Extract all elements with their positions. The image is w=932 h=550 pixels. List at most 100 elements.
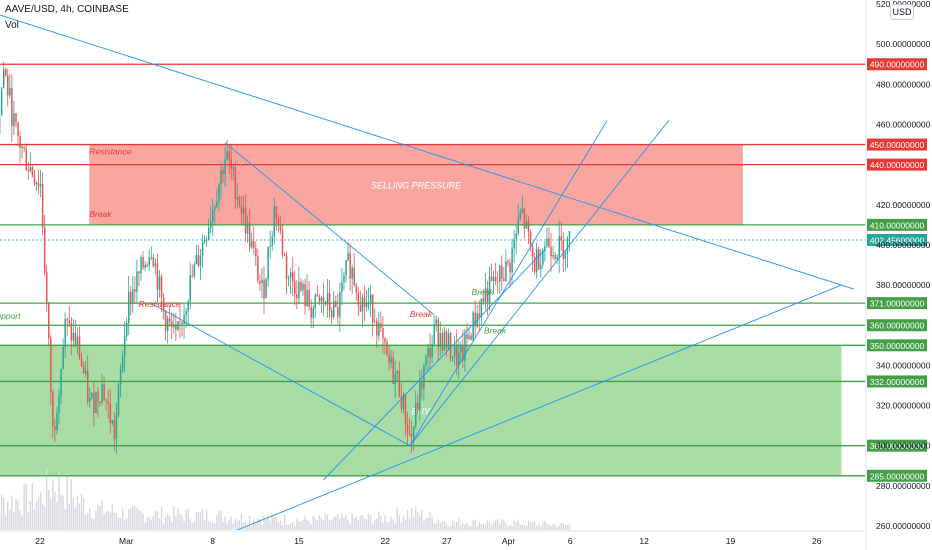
volume-bar	[216, 515, 218, 530]
candle-body	[60, 368, 62, 397]
volume-bar	[337, 514, 339, 530]
volume-bar	[68, 504, 70, 530]
candle-body	[505, 261, 507, 282]
y-tick-label: 420.00000000	[876, 200, 931, 210]
candle-body	[308, 289, 310, 307]
volume-indicator-label[interactable]: Vol	[5, 20, 19, 31]
volume-bar	[427, 518, 429, 530]
level-price-badge	[867, 58, 927, 71]
candle-body	[222, 169, 224, 175]
candle-body	[146, 264, 148, 266]
candle-body	[164, 311, 167, 331]
candle-body	[560, 236, 563, 241]
volume-bar	[492, 521, 495, 530]
volume-bar	[218, 510, 220, 530]
volume-bar	[365, 519, 368, 530]
candle-body	[212, 209, 214, 222]
candle-body	[205, 239, 208, 241]
candle-body	[371, 294, 374, 322]
volume-bar	[111, 504, 113, 530]
volume-bar	[164, 517, 167, 530]
y-tick-label: 380.00000000	[876, 280, 931, 290]
candle-body	[404, 394, 407, 425]
zone-label: BUY	[411, 407, 431, 417]
volume-bar	[277, 522, 280, 530]
volume-bar	[292, 522, 294, 530]
volume-bar	[499, 523, 501, 530]
candle-body	[99, 401, 101, 403]
candle-body	[488, 276, 491, 303]
volume-bar	[333, 517, 335, 530]
volume-bar	[509, 525, 511, 530]
candle-body	[41, 183, 44, 228]
volume-bar	[433, 523, 435, 530]
volume-bar	[41, 504, 44, 530]
candle-body	[453, 344, 456, 358]
volume-bar	[97, 504, 99, 530]
volume-bar	[456, 521, 458, 530]
candle-body	[244, 207, 247, 234]
candle-body	[474, 312, 476, 327]
candle-body	[484, 288, 487, 302]
time-axis[interactable]: 22 Mar 8 15 22 27 Apr 6 12 19 26	[0, 530, 866, 546]
volume-bar	[376, 518, 378, 530]
volume-bar	[361, 515, 364, 530]
candle-body	[9, 88, 11, 96]
volume-bar	[212, 522, 214, 530]
volume-bar	[228, 519, 230, 530]
candle-body	[468, 335, 470, 340]
price-axis[interactable]: 490.00000000 450.00000000 440.00000000 410.…	[865, 0, 931, 550]
candle-body	[158, 276, 161, 290]
volume-bar	[154, 511, 157, 530]
volume-bar	[95, 510, 97, 530]
volume-bar	[72, 497, 75, 530]
volume-bar	[415, 506, 417, 530]
candle-body	[412, 426, 415, 437]
level-price-label: 490.00000000	[870, 60, 925, 70]
candle-body	[218, 184, 220, 203]
currency-button[interactable]: USD	[890, 4, 914, 20]
candle-body	[179, 321, 181, 323]
candle-body	[507, 261, 509, 263]
volume-bar	[544, 521, 546, 530]
volume-bar	[230, 516, 232, 530]
candle-body	[175, 324, 177, 330]
candle-body	[552, 255, 554, 257]
candle-body	[437, 319, 440, 347]
volume-bar	[35, 501, 38, 530]
candle-body	[191, 275, 194, 277]
volume-bar	[54, 492, 56, 530]
candle-body	[263, 279, 265, 299]
candle-body	[148, 257, 150, 266]
volume-bar	[497, 518, 499, 530]
candle-body	[187, 301, 189, 312]
volume-bar	[121, 508, 124, 530]
volume-bar	[29, 501, 31, 530]
candle-body	[449, 333, 452, 359]
candle-body	[33, 175, 36, 185]
volume-bar	[253, 519, 255, 530]
volume-bar	[398, 514, 400, 530]
y-tick-label: 340.00000000	[876, 360, 931, 370]
volume-bar	[482, 523, 485, 530]
candle-body	[447, 333, 450, 349]
x-tick-label: 22	[381, 536, 391, 546]
volume-bar	[148, 516, 150, 530]
candle-body	[134, 289, 136, 292]
volume-bar	[412, 516, 415, 530]
candle-body	[193, 264, 196, 277]
candle-body	[48, 303, 50, 339]
symbol-title: AAVE/USD, 4h, COINBASE	[5, 4, 129, 15]
volume-bar	[210, 523, 212, 530]
level-price-label: 300.00000000	[870, 441, 925, 451]
candle-body	[513, 239, 515, 249]
candle-body	[246, 222, 249, 234]
volume-bar	[76, 495, 79, 530]
volume-bar	[357, 520, 359, 530]
candle-body	[232, 167, 235, 169]
x-tick-label: Mar	[119, 536, 134, 546]
candle-body	[283, 254, 286, 256]
volume-bar	[404, 519, 407, 530]
candle-body	[466, 334, 468, 340]
